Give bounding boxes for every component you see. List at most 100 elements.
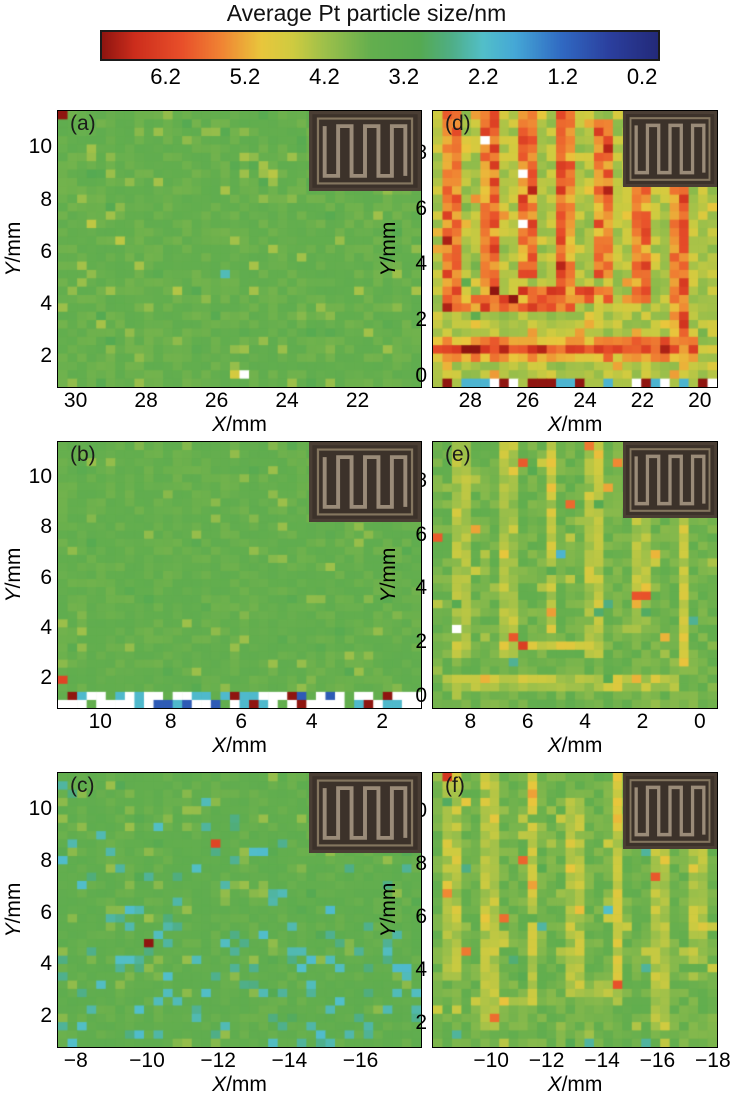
x-tick-label: 24	[275, 389, 299, 412]
y-tick-label: 4	[415, 958, 427, 982]
x-tick-label: 6	[235, 710, 248, 733]
y-tick-label: 2	[415, 308, 427, 332]
x-tick-label: 22	[345, 389, 370, 412]
x-tick-label: 4	[305, 710, 318, 733]
x-tick-label: 10	[88, 710, 112, 733]
x-axis-label: X/mm	[547, 1073, 603, 1096]
x-tick-label: 28	[458, 389, 482, 412]
x-tick-label: −10	[473, 1049, 509, 1072]
x-tick-label: 28	[134, 389, 158, 412]
x-tick-label: 6	[521, 710, 534, 733]
x-tick-label: 0	[693, 710, 706, 733]
y-tick-label: 6	[415, 196, 427, 220]
y-tick-label: 8	[40, 515, 52, 539]
y-tick-label: 0	[415, 363, 427, 387]
y-axis-label: Y/mm	[2, 547, 25, 603]
y-tick-label: 8	[40, 848, 52, 872]
heatmap-panel-d: (d) 28 26 24 22 20 0 2 4 6 8 X/mm Y/mm	[377, 110, 718, 436]
electrode-inset	[309, 111, 421, 191]
heatmap-panel-c: (c) −8 −10 −12 −14 −16 2 4 6 8 10 X/mm Y/mm	[2, 772, 422, 1096]
colorbar-gradient	[102, 32, 658, 59]
electrode-inset	[623, 442, 717, 518]
x-tick-label: 2	[636, 710, 649, 733]
x-tick-label: 22	[630, 389, 655, 412]
x-tick-label: 26	[515, 389, 540, 412]
y-axis-label: Y/mm	[377, 882, 400, 938]
y-tick-label: 0	[415, 683, 427, 707]
colorbar-tick-label: 0.2	[626, 64, 658, 89]
y-tick-label: 4	[40, 291, 52, 315]
heatmap-panel-f: (f)−10−12−14−16−18246810X/mmY/mm	[377, 772, 731, 1096]
y-tick-label: 10	[28, 135, 52, 159]
x-axis-label: X/mm	[547, 734, 603, 757]
electrode-inset-photo	[309, 442, 421, 522]
x-axis-label: X/mm	[212, 1073, 267, 1096]
y-tick-label: 4	[415, 252, 427, 276]
panel-label: (f)	[445, 774, 465, 797]
colorbar-tick-label: 4.2	[309, 64, 340, 89]
y-tick-label: 4	[40, 952, 52, 976]
x-tick-label: 2	[376, 710, 389, 733]
x-axis-label: X/mm	[212, 413, 267, 436]
x-tick-label: −12	[528, 1049, 565, 1072]
electrode-inset-photo	[623, 442, 717, 518]
colorbar	[100, 30, 660, 61]
y-tick-label: 2	[40, 665, 52, 689]
y-tick-label: 10	[28, 465, 52, 489]
y-tick-label: 4	[40, 615, 52, 639]
y-tick-label: 6	[40, 900, 52, 924]
x-tick-label: −14	[271, 1049, 308, 1072]
y-tick-label: 8	[40, 187, 52, 211]
heatmap-panel-a: (a) 30 28 26 24 22 2 4 6 8 10 X/mm Y/mm	[2, 110, 422, 436]
panel-label: (d)	[445, 112, 471, 135]
x-tick-label: 20	[688, 389, 712, 412]
y-tick-label: 2	[415, 630, 427, 654]
panel-label: (b)	[70, 443, 96, 466]
colorbar-tick-label: 6.2	[150, 64, 181, 89]
x-tick-label: 4	[579, 710, 591, 733]
x-tick-label: 24	[573, 389, 597, 412]
electrode-inset	[623, 773, 717, 849]
electrode-inset	[309, 442, 421, 522]
y-axis-label: Y/mm	[2, 882, 25, 938]
y-tick-label: 2	[415, 1011, 427, 1035]
y-tick-label: 6	[40, 565, 52, 589]
x-tick-label: 30	[63, 389, 88, 412]
x-tick-label: 26	[204, 389, 229, 412]
x-tick-label: −14	[584, 1049, 620, 1072]
colorbar-tick-label: 3.2	[388, 64, 420, 89]
y-axis-label: Y/mm	[2, 221, 25, 277]
panel-label: (c)	[70, 774, 95, 797]
x-tick-label: −10	[129, 1049, 165, 1072]
panel-label: (a)	[70, 112, 96, 135]
electrode-inset-photo	[309, 773, 421, 853]
y-axis-label: Y/mm	[377, 221, 400, 277]
x-tick-label: −16	[342, 1049, 379, 1072]
y-axis-label: Y/mm	[377, 547, 400, 603]
x-axis-label: X/mm	[212, 734, 267, 757]
y-tick-label: 8	[415, 468, 427, 492]
heatmap-panel-e: (e) 8 6 4 2 0 0 2 4 6 8 X/mm Y/mm	[377, 441, 718, 757]
colorbar-tick-label: 5.2	[229, 64, 261, 89]
x-tick-label: 8	[464, 710, 477, 733]
electrode-inset	[623, 111, 717, 187]
heatmap-panel-b: (b) 10 8 6 4 2 2 4 6 8 10 X/mm Y/mm	[2, 441, 422, 757]
y-tick-label: 8	[415, 852, 427, 876]
y-tick-label: 2	[40, 1003, 52, 1027]
y-tick-label: 8	[415, 140, 427, 164]
colorbar-tick-label: 2.2	[467, 64, 499, 89]
electrode-inset	[309, 773, 421, 853]
x-tick-label: −8	[63, 1049, 88, 1072]
y-tick-label: 2	[40, 343, 52, 367]
y-tick-label: 6	[415, 522, 427, 546]
x-tick-label: 8	[164, 710, 177, 733]
y-tick-label: 6	[40, 239, 52, 263]
electrode-inset-photo	[309, 111, 421, 191]
y-tick-label: 10	[28, 797, 52, 821]
electrode-inset-photo	[623, 111, 717, 187]
x-tick-label: −16	[639, 1049, 676, 1072]
x-axis-label: X/mm	[547, 413, 603, 436]
panel-label: (e)	[445, 443, 471, 466]
colorbar-tick-label: 1.2	[547, 64, 578, 89]
